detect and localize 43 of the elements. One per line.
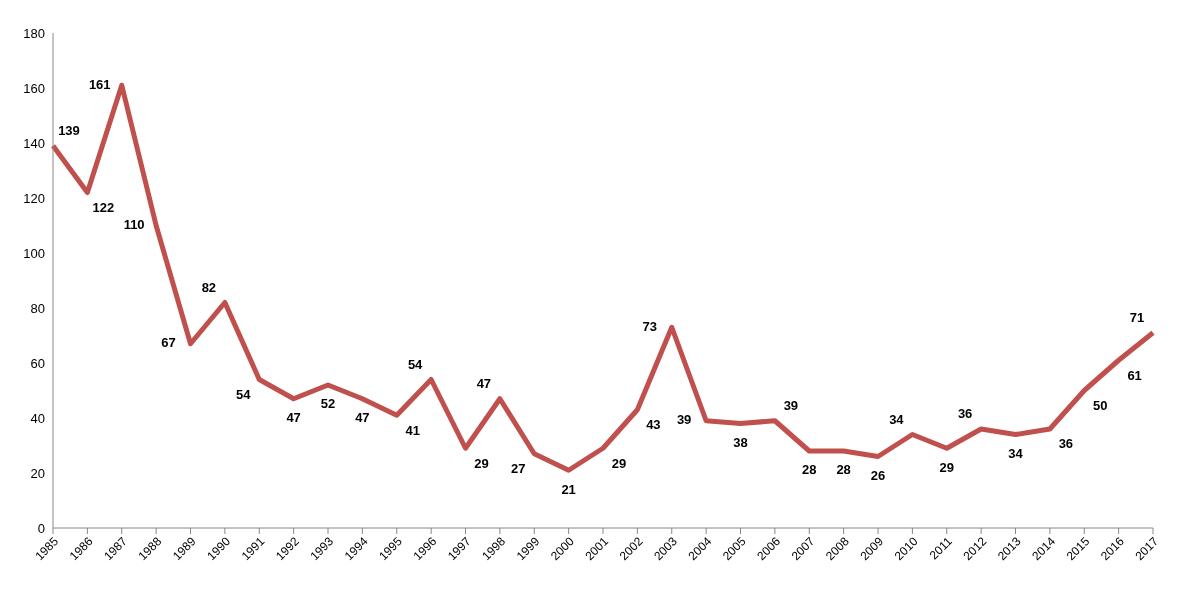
- data-label: 39: [676, 412, 692, 428]
- data-label: 50: [1093, 397, 1108, 413]
- data-label: 29: [939, 459, 954, 475]
- y-tick-label: 20: [30, 465, 45, 481]
- data-label: 41: [405, 422, 420, 438]
- data-label: 52: [320, 396, 336, 412]
- data-label: 36: [957, 406, 973, 422]
- data-label: 139: [58, 123, 80, 139]
- data-label: 67: [161, 335, 176, 351]
- data-label: 34: [889, 411, 905, 427]
- data-label: 161: [88, 76, 111, 92]
- data-label: 28: [836, 462, 851, 478]
- data-label: 82: [201, 279, 217, 295]
- y-tick-label: 140: [23, 135, 45, 151]
- data-label: 43: [646, 417, 661, 433]
- data-label: 122: [92, 199, 115, 215]
- data-label: 29: [474, 455, 489, 471]
- data-label: 47: [286, 410, 301, 426]
- data-label: 39: [783, 398, 799, 414]
- data-label: 34: [1008, 445, 1024, 461]
- y-tick-label: 0: [37, 520, 45, 536]
- y-tick-label: 160: [23, 80, 45, 96]
- data-label: 47: [355, 410, 370, 426]
- y-tick-label: 40: [30, 410, 45, 426]
- data-label: 21: [561, 481, 576, 497]
- data-label: 61: [1127, 367, 1142, 383]
- data-label: 26: [870, 467, 886, 483]
- data-label: 73: [642, 318, 657, 334]
- y-tick-label: 120: [23, 190, 45, 206]
- y-tick-label: 100: [23, 245, 45, 261]
- data-label: 47: [476, 376, 492, 392]
- data-label: 28: [802, 462, 817, 478]
- data-label: 110: [123, 216, 145, 232]
- data-label: 38: [733, 434, 748, 450]
- data-label: 54: [236, 386, 252, 402]
- data-label: 27: [511, 461, 526, 477]
- data-label: 54: [407, 356, 424, 372]
- y-tick-label: 180: [23, 25, 45, 41]
- data-label: 71: [1129, 310, 1145, 326]
- data-label: 29: [611, 455, 627, 471]
- y-tick-label: 60: [30, 355, 45, 371]
- y-tick-label: 80: [30, 300, 45, 316]
- data-label: 36: [1058, 436, 1074, 452]
